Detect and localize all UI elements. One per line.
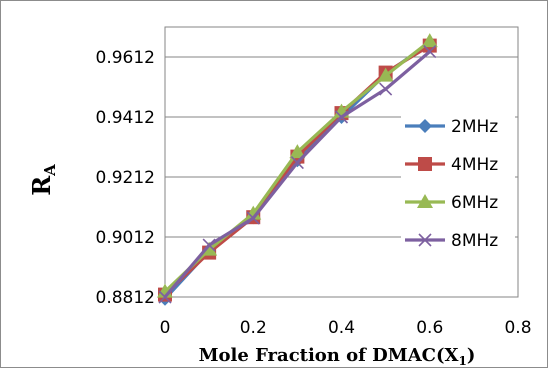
point-6MHz-6 [421, 33, 438, 48]
x-tick-label-4: 0.8 [504, 318, 531, 338]
point-6MHz-2 [245, 205, 262, 220]
legend: 2MHz 4MHz 6MHz 8MHz [401, 111, 515, 255]
point-8MHz-2-stroke-b [246, 211, 260, 225]
point-8MHz-1 [202, 238, 216, 252]
legend-marker-6MHz [417, 194, 433, 208]
x-axis-title-close: ) [467, 345, 476, 366]
legend-label-8MHz: 8MHz [451, 231, 498, 251]
point-8MHz-4 [334, 110, 349, 124]
x-tick-label-1: 0.2 [240, 318, 267, 338]
legend-item-8MHz: 8MHz [401, 225, 515, 255]
y-tick-label-1: 0.9012 [96, 228, 155, 248]
y-tick-labels: 0.8812 0.9012 0.9212 0.9412 0.9612 [96, 48, 155, 308]
y-axis-title-subscript: A [41, 164, 59, 177]
y-tick-label-4: 0.9612 [96, 48, 155, 68]
plot-area [164, 26, 519, 298]
legend-marker-8MHz [418, 233, 432, 247]
point-8MHz-1-stroke-b [202, 238, 216, 252]
x-tick-labels: 0 0.2 0.4 0.6 0.8 [160, 318, 532, 338]
point-8MHz-3 [290, 156, 304, 170]
point-6MHz-5 [377, 67, 394, 82]
y-tick-label-3: 0.9412 [96, 108, 155, 128]
legend-item-2MHz: 2MHz [401, 111, 515, 141]
point-8MHz-0 [158, 290, 172, 304]
x-tick-label-3: 0.6 [416, 318, 443, 338]
x-axis-title-subscript: 1 [459, 354, 467, 368]
y-axis-title: RA [27, 164, 59, 196]
point-8MHz-5-stroke-b [379, 82, 393, 96]
point-8MHz-0-stroke-b [158, 290, 172, 304]
legend-label-6MHz: 6MHz [451, 193, 498, 213]
point-8MHz-2 [246, 211, 260, 225]
series-8MHz [158, 45, 437, 304]
point-8MHz-4-stroke-b [334, 110, 349, 124]
point-8MHz-6-stroke-b [423, 45, 437, 59]
x-tick-label-0: 0 [160, 318, 171, 338]
legend-marker-4MHz [418, 157, 432, 171]
point-8MHz-5 [379, 82, 393, 96]
point-6MHz-3 [289, 144, 306, 159]
x-axis-title: Mole Fraction of DMAC(X1) [199, 345, 476, 368]
legend-label-4MHz: 4MHz [451, 155, 498, 175]
point-8MHz-3-stroke-b [290, 156, 304, 170]
y-tick-label-0: 0.8812 [96, 288, 155, 308]
legend-marker-8MHz-stroke-b [418, 233, 432, 247]
series-lines [157, 33, 438, 306]
x-tick-label-2: 0.4 [328, 318, 355, 338]
legend-label-2MHz: 2MHz [451, 117, 498, 137]
point-8MHz-6 [423, 45, 437, 59]
legend-marker-2MHz [418, 119, 432, 133]
legend-item-6MHz: 6MHz [401, 187, 515, 217]
legend-item-4MHz: 4MHz [401, 149, 515, 179]
y-tick-label-2: 0.9212 [96, 168, 155, 188]
